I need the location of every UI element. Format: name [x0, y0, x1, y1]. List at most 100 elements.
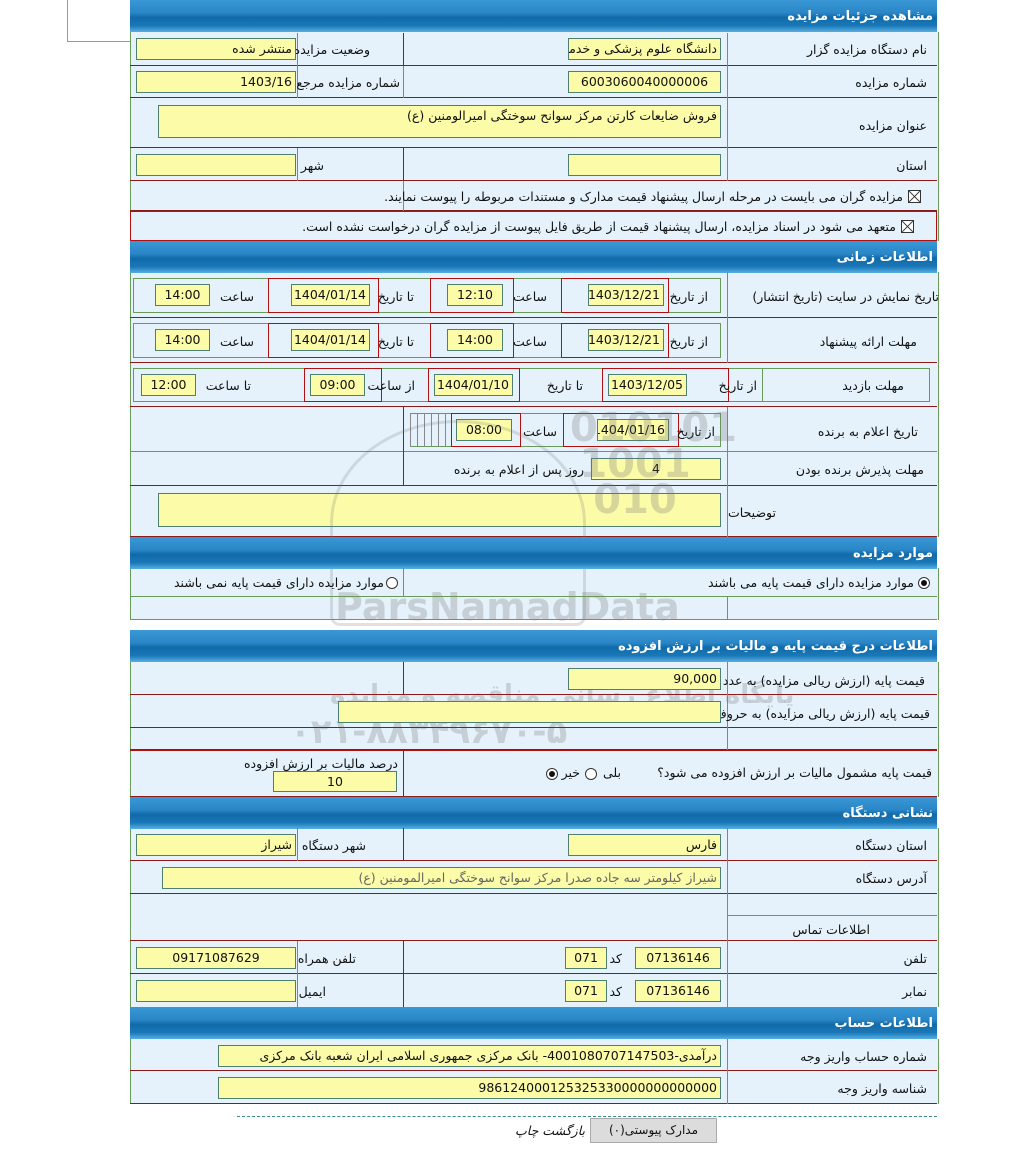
row-items-empty — [130, 597, 937, 620]
ref-label: شماره مزایده مرجع — [296, 75, 400, 90]
price-num-label: قیمت پایه (ارزش ریالی مزایده) به عدد — [722, 673, 925, 688]
row-org — [130, 33, 937, 66]
box — [602, 368, 729, 402]
city-label: شهر — [300, 158, 324, 173]
no-base-price-radio[interactable] — [386, 577, 398, 589]
price-words-field[interactable] — [338, 701, 721, 723]
number-field[interactable]: 6003060040000006 — [568, 71, 721, 93]
row-addr-province — [130, 828, 937, 861]
from-date-label: از تاریخ — [718, 378, 757, 393]
vat-yes-label: بلی — [602, 765, 621, 780]
subject-field[interactable]: فروش ضایعات کارتن مرکز سوانح سوختگی امیر… — [158, 105, 721, 138]
from-date-label: از تاریخ — [669, 334, 708, 349]
no-base-price-label: موارد مزایده دارای قیمت پایه نمی باشند — [174, 575, 384, 590]
addr-city-field[interactable]: شیراز — [136, 834, 296, 856]
time-label: ساعت — [512, 334, 547, 349]
row-province — [130, 148, 937, 181]
row-addr — [130, 861, 937, 894]
display-group — [133, 278, 721, 313]
acc-id-field[interactable]: 986124000125325330000000000000 — [218, 1077, 721, 1099]
offer-group — [133, 323, 721, 358]
mobile-label: تلفن همراه — [297, 951, 356, 966]
phone-label: تلفن — [903, 951, 927, 966]
vat-yes-radio[interactable] — [585, 768, 597, 780]
display-from-time[interactable]: 12:10 — [447, 284, 503, 306]
vat-pct-label: درصد مالیات بر ارزش افزوده — [243, 756, 398, 771]
offer-from-time[interactable]: 14:00 — [447, 329, 503, 351]
vat-no-label: خیر — [561, 765, 580, 780]
addr-field[interactable]: شیراز کیلومتر سه جاده صدرا مرکز سوانح سو… — [162, 867, 721, 889]
offer-from-date[interactable]: 1403/12/21 — [588, 329, 664, 351]
city-field[interactable] — [136, 154, 296, 176]
has-base-price-radio[interactable] — [918, 577, 930, 589]
section-header-timing: اطلاعات زمانی — [130, 241, 937, 273]
row-visit — [130, 363, 937, 407]
display-label: تاریخ نمایش در سایت (تاریخ انتشار) — [752, 289, 939, 304]
visit-to-time[interactable]: 12:00 — [141, 374, 196, 396]
vat-no-radio[interactable] — [546, 768, 558, 780]
price-num-field[interactable]: 90,000 — [568, 668, 721, 690]
divider — [727, 33, 728, 181]
acc-field[interactable]: درآمدی-4001080707147503- بانک مرکزی جمهو… — [218, 1045, 721, 1067]
divider — [403, 66, 404, 98]
row-items — [130, 568, 937, 597]
divider — [403, 568, 404, 597]
visit-group — [133, 368, 930, 402]
divider — [297, 941, 298, 1007]
divider — [727, 662, 728, 750]
panel-address — [130, 828, 939, 1007]
display-to-date[interactable]: 1404/01/14 — [291, 284, 370, 306]
visit-from-time[interactable]: 09:00 — [310, 374, 365, 396]
row-check1 — [130, 181, 937, 211]
visit-to-date[interactable]: 1404/01/10 — [434, 374, 513, 396]
email-field[interactable] — [136, 980, 296, 1002]
to-date-label: تا تاریخ — [377, 289, 414, 304]
price-words-label: قیمت پایه (ارزش ریالی مزایده) به حروف — [713, 706, 930, 721]
divider — [727, 407, 728, 537]
email-label: ایمیل — [298, 984, 326, 999]
watermark-logo — [330, 420, 586, 626]
row-price-num — [130, 662, 937, 695]
status-field[interactable]: منتشر شده — [136, 38, 296, 60]
back-print-link[interactable]: بازگشت چاپ — [515, 1123, 585, 1138]
from-date-label: از تاریخ — [676, 424, 715, 439]
panel-price — [130, 662, 939, 797]
visit-from-date[interactable]: 1403/12/05 — [608, 374, 687, 396]
mobile-field[interactable]: 09171087629 — [136, 947, 296, 969]
province-field[interactable] — [568, 154, 721, 176]
box — [563, 413, 679, 447]
phone-code-field[interactable]: 071 — [565, 947, 607, 969]
section-header-price: اطلاعات درج قیمت پایه و مالیات بر ارزش ا… — [130, 630, 937, 662]
no-file-offer-text: متعهد می شود در اسناد مزایده، ارسال پیشن… — [302, 219, 896, 234]
accept-days-field[interactable]: 4 — [591, 458, 721, 480]
offer-to-date[interactable]: 1404/01/14 — [291, 329, 370, 351]
ref-field[interactable]: 1403/16 — [136, 71, 296, 93]
attach-docs-checkbox[interactable] — [908, 190, 921, 203]
fax-field[interactable]: 07136146 — [635, 980, 721, 1002]
section-header-items: موارد مزایده — [130, 537, 937, 569]
attachments-button[interactable]: مدارک پیوستی(۰) — [590, 1118, 717, 1143]
offer-to-time[interactable]: 14:00 — [155, 329, 210, 351]
phone-code-label: کد — [609, 951, 622, 966]
display-to-time[interactable]: 14:00 — [155, 284, 210, 306]
time-label: ساعت — [219, 334, 254, 349]
no-file-offer-checkbox[interactable] — [901, 220, 914, 233]
vat-pct-field[interactable]: 10 — [273, 771, 397, 792]
phone-field[interactable]: 07136146 — [635, 947, 721, 969]
divider — [403, 181, 404, 211]
addr-label: آدرس دستگاه — [855, 871, 927, 886]
display-from-date[interactable]: 1403/12/21 — [588, 284, 664, 306]
fax-code-label: کد — [609, 984, 622, 999]
time-label: ساعت — [512, 289, 547, 304]
section-title: اطلاعات زمانی — [836, 250, 933, 265]
box — [304, 368, 382, 402]
winner-from-date[interactable]: 1404/01/16 — [597, 419, 669, 441]
section-title: اطلاعات درج قیمت پایه و مالیات بر ارزش ا… — [618, 639, 933, 654]
footer-divider — [237, 1116, 937, 1117]
org-field[interactable]: دانشگاه علوم پزشکی و خدما — [568, 38, 721, 60]
fax-code-field[interactable]: 071 — [565, 980, 607, 1002]
province-label: استان — [896, 158, 927, 173]
row-price-empty — [130, 728, 937, 750]
divider — [403, 662, 404, 695]
addr-province-field[interactable]: فارس — [568, 834, 721, 856]
